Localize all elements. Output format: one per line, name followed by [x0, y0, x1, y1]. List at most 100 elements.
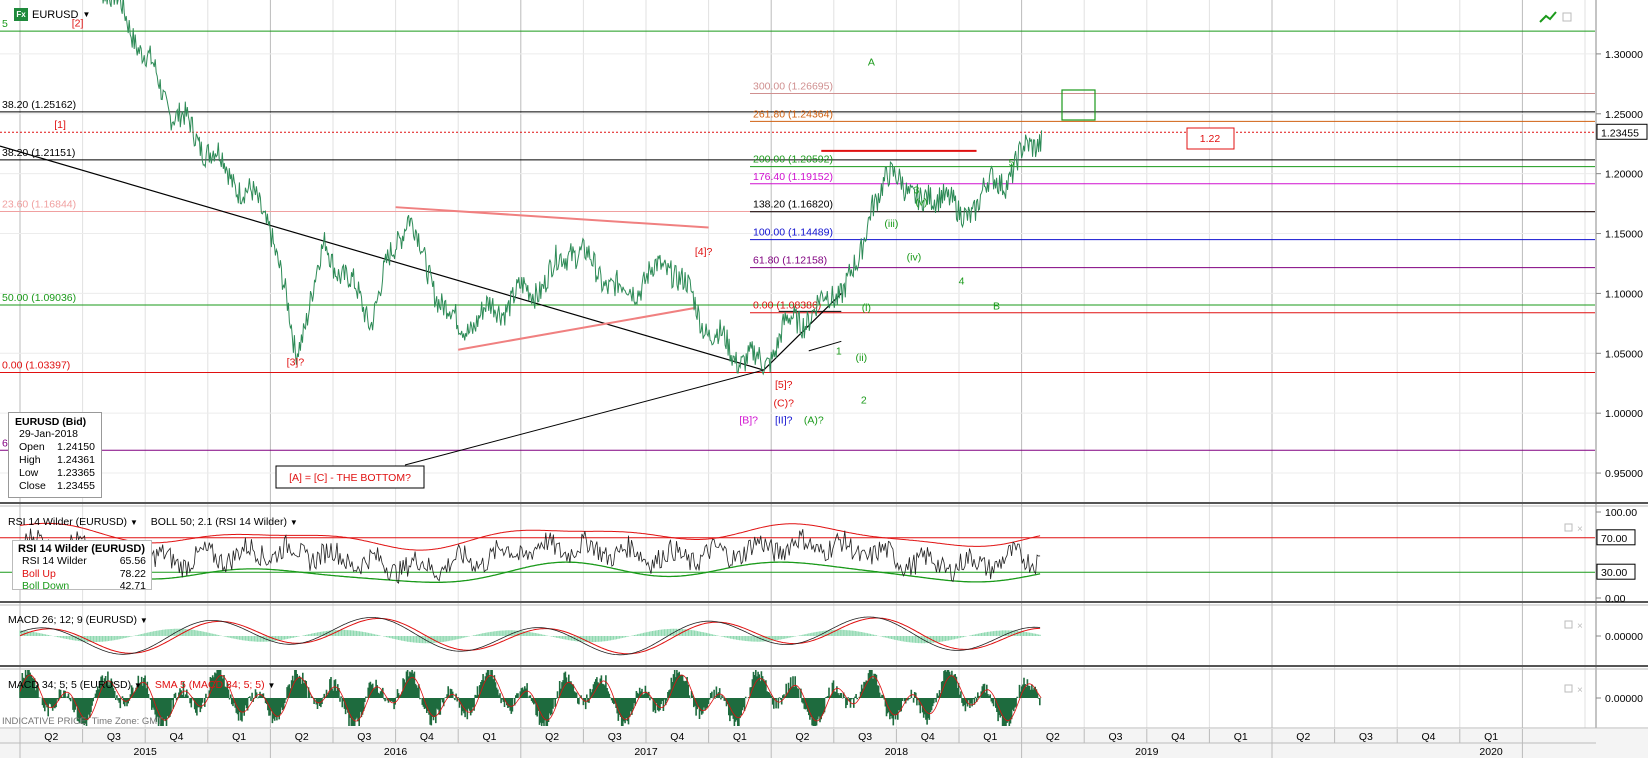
fib-level-label: 138.20 (1.16820) [753, 199, 833, 211]
annotation-text: [A] = [C] - THE BOTTOM? [289, 472, 411, 484]
ohlc-high: High 1.24361 [19, 454, 95, 466]
fx-icon: Fx [14, 8, 28, 21]
annotation-pointer [404, 369, 764, 466]
macd1-line [19, 616, 1041, 656]
chevron-down-icon: ▼ [139, 616, 148, 625]
x-quarter-label: Q4 [921, 731, 935, 743]
ohlc-legend: EURUSD (Bid) 29-Jan-2018 Open 1.24150 Hig… [8, 412, 102, 498]
macd2-tick-label: 0.00000 [1605, 693, 1643, 705]
y-tick-label: 1.05000 [1605, 348, 1643, 360]
x-quarter-label: Q4 [670, 731, 684, 743]
wave-label: A [868, 56, 875, 68]
x-year-label: 2016 [384, 746, 408, 758]
wave-label: 1 [836, 345, 842, 357]
wave-label: [3]? [287, 356, 305, 368]
price-series [102, 0, 1043, 376]
panel-close-icon: × [1577, 621, 1583, 632]
x-quarter-label: Q2 [44, 731, 58, 743]
x-quarter-label: Q3 [1108, 731, 1122, 743]
last-price-tag [1596, 123, 1648, 140]
sma-title: SMA 5 (MACD 34; 5; 5) [154, 679, 265, 691]
wave-label: 3 [914, 184, 920, 196]
fib-level-label: 6 [2, 437, 8, 449]
panel-maximize-icon [1564, 684, 1573, 693]
target-box-text: 1.22 [1200, 133, 1221, 145]
wave-label: B [993, 301, 1000, 313]
wave-label: (iv) [907, 251, 922, 263]
fib-level-label: 5 [2, 18, 8, 30]
ohlc-date: 29-Jan-2018 [19, 428, 78, 440]
wave5-box [1061, 89, 1096, 121]
x-quarter-label: Q4 [1421, 731, 1435, 743]
instrument-name: EURUSD [32, 8, 79, 21]
window-icon [1562, 12, 1572, 22]
wave-label: 2 [861, 395, 867, 407]
fib-level-label: 23.60 (1.16844) [2, 198, 76, 210]
wave-label: [1] [54, 119, 66, 131]
macd1-tick-label: 0.00000 [1605, 631, 1643, 643]
macd2-panel-title[interactable]: MACD 34; 5; 5 (EURUSD) ▼ SMA 5 (MACD 34;… [8, 679, 276, 691]
rsi-level-tag [1596, 563, 1636, 580]
wave-label: [II]? [775, 414, 793, 426]
macd2-histogram [19, 670, 1042, 726]
ohlc-close: Close 1.23455 [19, 480, 95, 492]
x-quarter-label: Q2 [295, 731, 309, 743]
chevron-down-icon: ▼ [134, 681, 142, 690]
x-quarter-label: Q1 [232, 731, 246, 743]
x-quarter-label: Q3 [858, 731, 872, 743]
y-tick-label: 1.15000 [1605, 229, 1643, 241]
rsi-legend: RSI 14 Wilder (EURUSD) RSI 14 Wilder 65.5… [12, 540, 152, 590]
x-quarter-label: Q3 [357, 731, 371, 743]
wave-label: (v) [915, 196, 927, 208]
rsi-level-tag-label: 30.00 [1601, 567, 1627, 579]
chevron-down-icon: ▼ [289, 518, 298, 527]
x-quarter-label: Q1 [733, 731, 747, 743]
wave-label: (i) [862, 302, 871, 314]
wave-label: [5]? [775, 379, 793, 391]
x-quarter-label: Q2 [1046, 731, 1060, 743]
y-tick-label: 0.95000 [1605, 468, 1643, 480]
macd1-panel-title[interactable]: MACD 26; 12; 9 (EURUSD) ▼ [8, 614, 148, 626]
footer-info: INDICATIVE PRICE Time Zone: GMT [2, 716, 163, 727]
x-quarter-label: Q1 [482, 731, 496, 743]
x-quarter-label: Q3 [608, 731, 622, 743]
ohlc-open: Open 1.24150 [19, 441, 95, 453]
macd1-signal [19, 617, 1041, 655]
wave-label: 5 [1009, 157, 1015, 169]
y-tick-label: 1.10000 [1605, 288, 1643, 300]
x-quarter-label: Q1 [1234, 731, 1248, 743]
rsi-legend-bolldown: Boll Down 42.71 [22, 580, 146, 590]
last-price-label: 1.23455 [1601, 127, 1639, 139]
fib-level-label: 176.40 (1.19152) [753, 171, 833, 183]
x-year-label: 2017 [634, 746, 658, 758]
panel-maximize-icon [1564, 620, 1573, 629]
boll-title: BOLL 50; 2.1 (RSI 14 Wilder) [150, 516, 287, 528]
wave-label: (C)? [774, 398, 795, 410]
x-quarter-label: Q1 [983, 731, 997, 743]
wave-label: (iii) [884, 218, 898, 230]
fib-level-label: 61.80 (1.12158) [753, 255, 827, 267]
x-year-label: 2015 [134, 746, 158, 758]
trend-icon [1539, 11, 1557, 23]
x-quarter-label: Q2 [545, 731, 559, 743]
wave-label: 4 [959, 275, 965, 287]
chevron-down-icon: ▼ [267, 681, 276, 690]
x-year-label: 2019 [1135, 746, 1159, 758]
ohlc-title: EURUSD (Bid) [15, 416, 87, 428]
rsi-level-tag-label: 70.00 [1601, 533, 1627, 545]
x-quarter-label: Q3 [107, 731, 121, 743]
rsi-panel-title[interactable]: RSI 14 Wilder (EURUSD) ▼ BOLL 50; 2.1 (R… [8, 516, 298, 528]
rsi-legend-rsi: RSI 14 Wilder 65.56 [22, 555, 146, 567]
fib-level-label: 300.00 (1.26695) [753, 80, 833, 92]
rsi-legend-title: RSI 14 Wilder (EURUSD) [18, 543, 146, 555]
triangle-lower [458, 306, 697, 351]
chevron-down-icon: ▼ [82, 10, 91, 19]
instrument-selector[interactable]: Fx EURUSD ▼ [14, 8, 90, 21]
fib-level-label: 200.00 (1.20592) [753, 154, 833, 166]
rsi-level-tag [1596, 529, 1636, 546]
x-quarter-label: Q4 [1171, 731, 1185, 743]
x-quarter-label: Q4 [420, 731, 434, 743]
x-quarter-label: Q2 [1296, 731, 1310, 743]
